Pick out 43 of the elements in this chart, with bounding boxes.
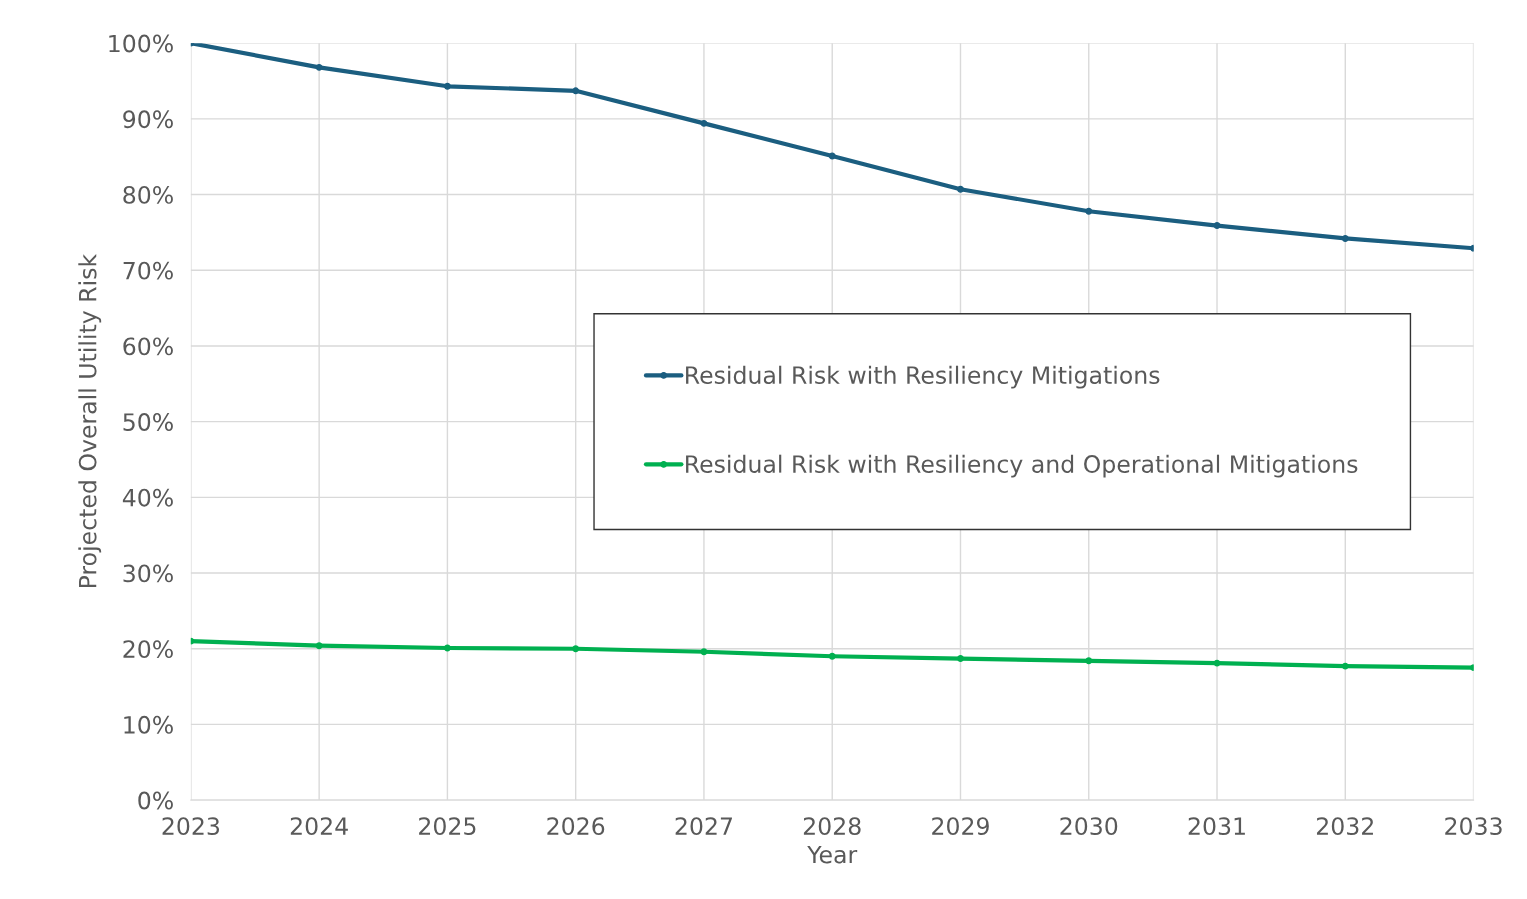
point [957, 185, 964, 193]
y-tick-label: 20% [123, 640, 173, 659]
point [828, 152, 836, 160]
point [700, 119, 708, 127]
y-tick-label: 80% [123, 185, 173, 204]
x-tick-label: 2033 [1445, 817, 1502, 836]
y-tick-label: 10% [124, 715, 173, 734]
point [572, 87, 580, 95]
x-tick-label: 2026 [547, 817, 605, 836]
x-tick-label: 2028 [803, 817, 861, 836]
point [1085, 657, 1093, 665]
y-tick-label: 50% [123, 413, 173, 431]
x-tick-label: 2025 [419, 817, 476, 836]
x-tick-label: 2023 [162, 817, 220, 836]
y-tick-label: 60% [123, 337, 173, 356]
y-axis-title: Projected Overall Utility Risk [78, 253, 102, 588]
y-tick-label: 40% [122, 488, 173, 507]
point [572, 645, 580, 653]
point [1213, 222, 1221, 230]
y-tick-label: 0% [138, 791, 173, 810]
x-tick-label: 2030 [1060, 817, 1118, 836]
y-tick-label: 30% [123, 564, 173, 583]
x-tick-label: 2029 [932, 817, 989, 836]
point [700, 648, 708, 656]
x-tick-label: 2027 [675, 817, 732, 836]
point [315, 63, 323, 71]
x-axis-title: Year [807, 845, 858, 864]
point [443, 644, 451, 652]
x-tick-label: 2024 [290, 817, 348, 836]
point [443, 82, 451, 90]
point [957, 655, 964, 663]
point [1341, 234, 1349, 242]
x-tick-label: 2032 [1316, 817, 1373, 836]
y-tick-label: 100% [109, 34, 173, 53]
x-tick-label: 2031 [1188, 817, 1245, 836]
point [828, 652, 836, 660]
legend-label: Residual Risk with Resiliency and Operational Mitigations [686, 454, 1358, 478]
point [1085, 207, 1093, 215]
point [315, 642, 323, 650]
y-tick-label: 90% [123, 110, 173, 129]
point [1341, 662, 1349, 670]
y-tick-label: 70% [123, 261, 173, 280]
legend-label: Residual Risk with Resiliency Mitigations [686, 365, 1160, 389]
